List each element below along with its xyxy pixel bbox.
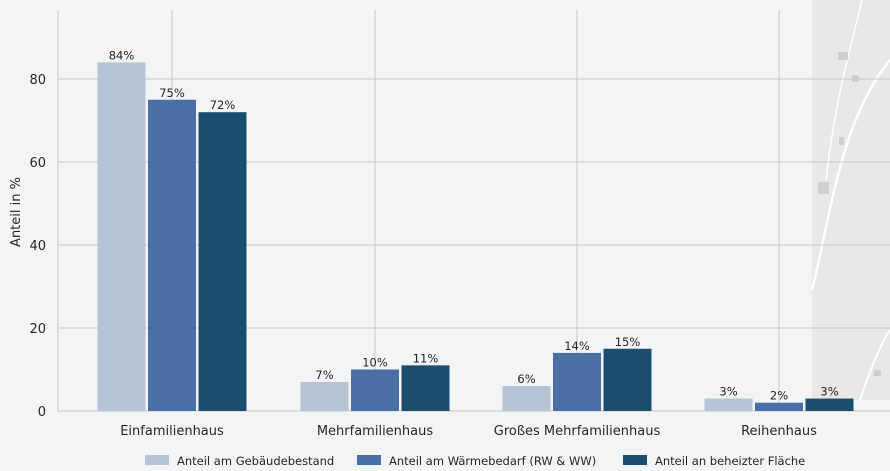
x-tick-label: Reihenhaus (741, 424, 817, 439)
bar (805, 398, 854, 411)
bar (704, 398, 753, 411)
bar (502, 386, 551, 411)
bar (148, 99, 196, 411)
y-tick-label: 40 (29, 239, 46, 254)
x-tick-label: Großes Mehrfamilienhaus (494, 424, 661, 439)
bar-value-label: 75% (159, 86, 185, 100)
bar-value-label: 84% (109, 48, 135, 62)
x-tick-label: Mehrfamilienhaus (317, 424, 434, 439)
legend-swatch (623, 455, 647, 465)
legend-label: Anteil am Wärmebedarf (RW & WW) (389, 454, 596, 467)
bars (97, 62, 854, 412)
y-tick-label: 60 (29, 156, 46, 171)
legend-label: Anteil am Gebäudebestand (177, 454, 334, 467)
y-axis-label: Anteil in % (9, 177, 24, 247)
bar-value-label: 15% (615, 335, 641, 349)
legend: Anteil am Gebäudebestand Anteil am Wärmeb… (145, 454, 805, 468)
legend-swatch (357, 455, 381, 465)
bar-value-label: 14% (564, 339, 590, 353)
bar-value-label: 7% (315, 368, 333, 382)
map-building (818, 182, 829, 194)
bar (351, 369, 399, 411)
data-labels: 84% 75% 72% 7% 10% 11% 6% 14% 15% 3% 2% 3% (109, 48, 839, 402)
map-area (812, 0, 890, 400)
y-tick-label: 80 (29, 73, 46, 88)
bar-value-label: 11% (413, 351, 439, 365)
x-tick-label: Einfamilienhaus (120, 424, 224, 439)
legend-swatch (145, 455, 169, 465)
bar (603, 348, 652, 411)
bar (401, 365, 450, 411)
bar-value-label: 2% (770, 389, 788, 403)
map-building (874, 370, 881, 376)
map-building (839, 137, 844, 145)
bar-value-label: 3% (719, 385, 737, 399)
bar (300, 381, 349, 411)
bar (198, 112, 247, 411)
legend-label: Anteil an beheizter Fläche (655, 454, 805, 467)
bar (97, 62, 146, 412)
bar-value-label: 72% (210, 98, 236, 112)
bar-value-label: 6% (517, 372, 535, 386)
bar-value-label: 10% (362, 356, 388, 370)
y-tick-label: 20 (29, 322, 46, 337)
y-tick-label: 0 (38, 405, 46, 420)
axes: Anteil in % 0 20 40 60 80 Einfamilienhaus Mehr… (9, 73, 817, 439)
bar (553, 352, 601, 411)
map-road (810, 59, 890, 291)
bar-value-label: 3% (820, 385, 838, 399)
map-road (859, 329, 890, 401)
bar (755, 402, 803, 411)
map-building (838, 52, 848, 60)
map-background (810, 0, 890, 401)
